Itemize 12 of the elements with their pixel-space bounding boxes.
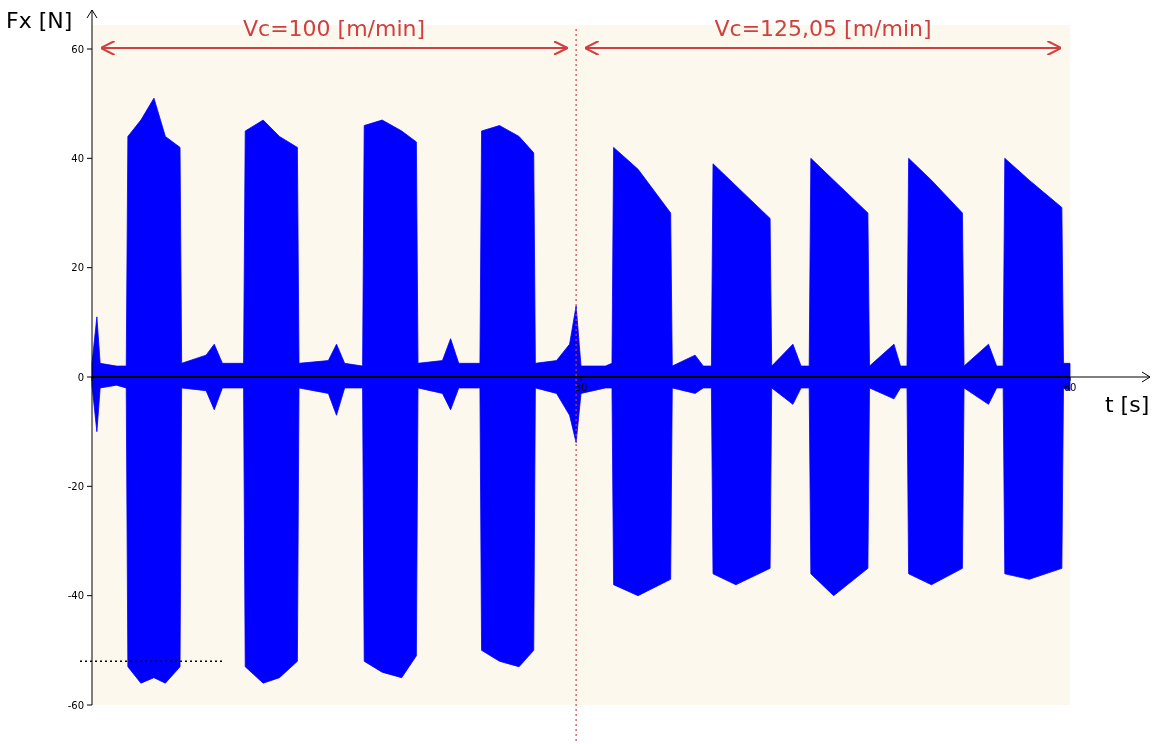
x-tick-label: 30 bbox=[574, 382, 588, 393]
y-tick-label: 60 bbox=[71, 43, 84, 55]
text: Vc=100 [m/min] bbox=[243, 16, 426, 41]
y-tick-label: 40 bbox=[71, 152, 84, 164]
y-tick-label: -60 bbox=[67, 699, 84, 711]
y-tick-label: -40 bbox=[67, 590, 84, 602]
y-axis-title: Fx [N] bbox=[6, 8, 73, 33]
x-axis-title: t [s] bbox=[1105, 392, 1150, 417]
y-tick-label: -20 bbox=[67, 480, 84, 492]
text: Vc=125,05 [m/min] bbox=[714, 16, 932, 41]
y-tick-label: 0 bbox=[77, 371, 84, 383]
y-tick-label: 20 bbox=[71, 262, 84, 274]
